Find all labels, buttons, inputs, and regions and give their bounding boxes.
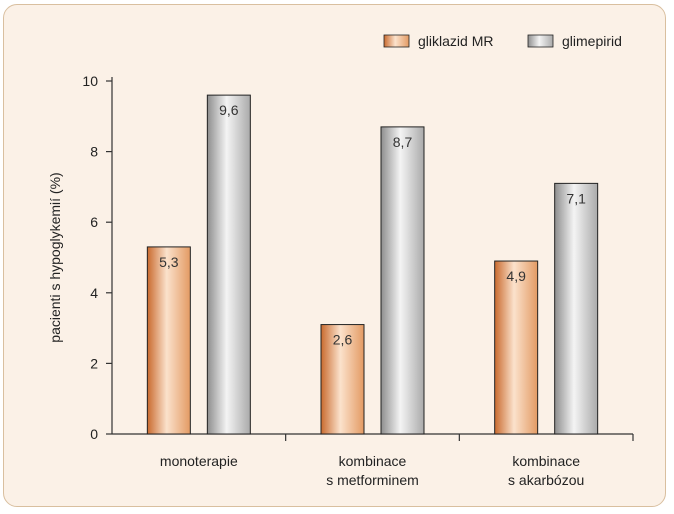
legend-label: glimepirid [562,33,622,49]
bar-value-label: 9,6 [219,102,239,118]
y-tick-label: 8 [90,144,98,160]
x-category-label: kombinace [339,453,407,469]
legend-label: gliklazid MR [418,33,493,49]
bar-value-label: 5,3 [159,254,179,270]
y-tick-label: 4 [90,285,98,301]
bar-value-label: 2,6 [333,332,353,348]
y-tick-label: 0 [90,426,98,442]
legend-swatch [383,34,410,48]
y-tick-label: 6 [90,214,98,230]
legend-swatch [527,34,554,48]
bar-value-label: 8,7 [393,134,413,150]
bar-glimepirid [206,94,251,435]
bar-value-label: 4,9 [506,268,526,284]
bar-glimepirid [380,126,425,435]
x-category-label: s metforminem [326,472,419,488]
bar-value-label: 7,1 [566,190,586,206]
bar-gliklazid [494,260,539,435]
bar-glimepirid [554,182,599,435]
x-category-label: kombinace [512,453,580,469]
x-category-label: s akarbózou [508,472,584,488]
y-axis-label: pacienti s hypoglykemií (%) [47,172,63,342]
x-category-label: monoterapie [160,453,238,469]
y-tick-label: 10 [82,73,98,89]
bar-gliklazid [320,324,365,435]
bar-gliklazid [146,246,191,435]
y-tick-label: 2 [90,355,98,371]
